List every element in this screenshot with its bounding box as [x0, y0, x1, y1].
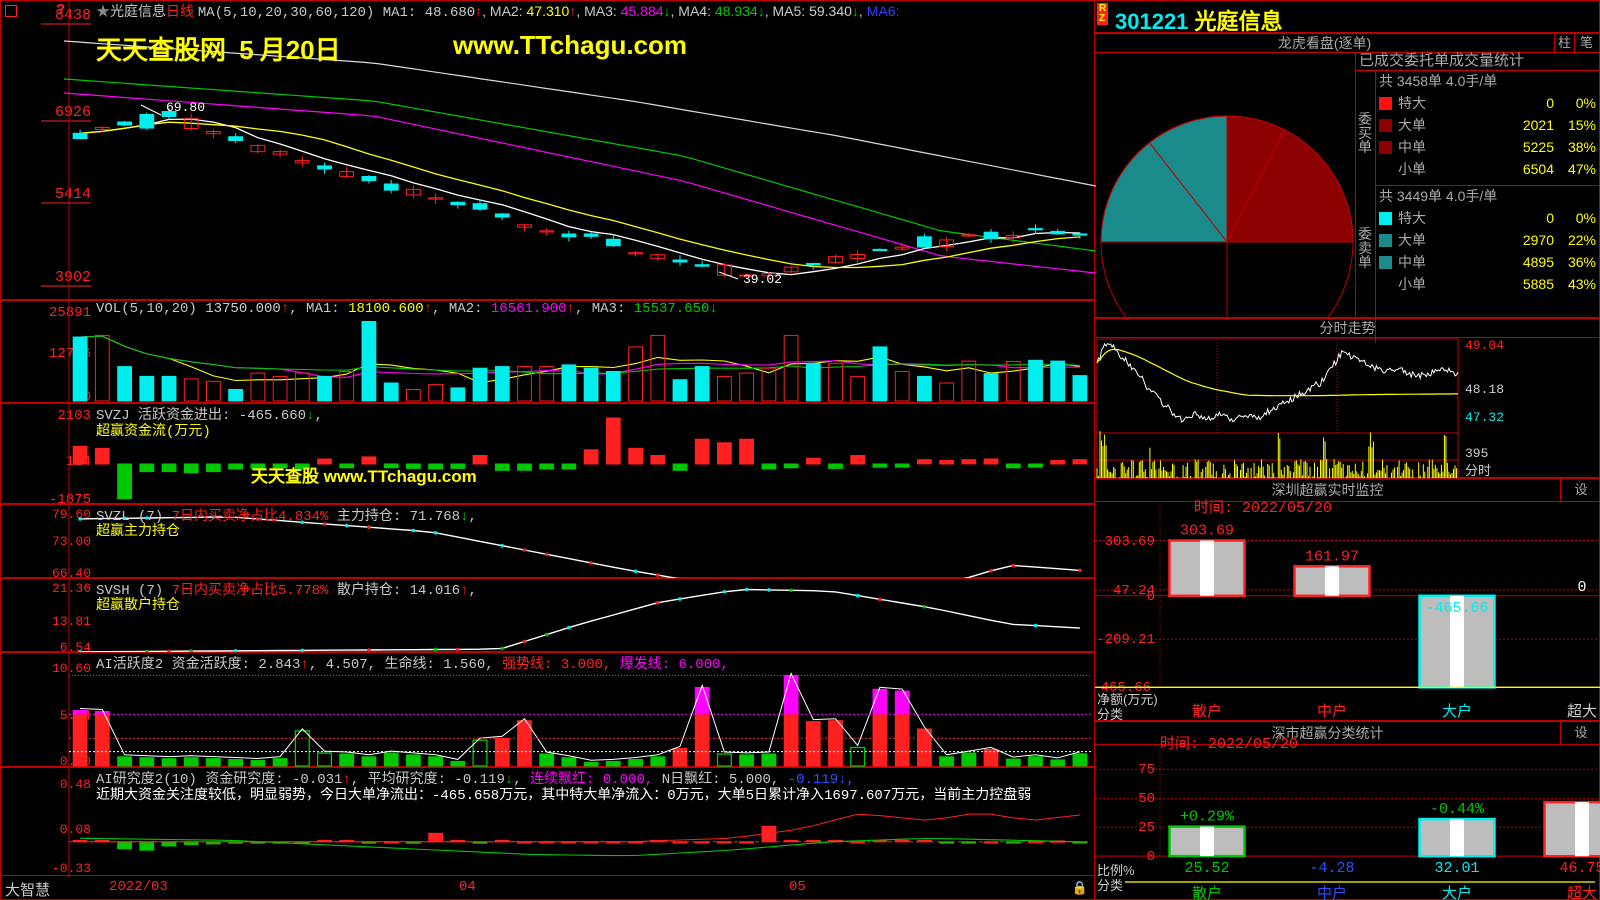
- svg-text:-4.28: -4.28: [1309, 860, 1354, 877]
- svg-text:时间: 2022/05/20: 时间: 2022/05/20: [1194, 499, 1332, 517]
- svg-text:161.97: 161.97: [1305, 548, 1359, 565]
- svg-text:3902: 3902: [55, 269, 91, 286]
- svg-text:48.18: 48.18: [1465, 382, 1504, 397]
- svg-text:303.69: 303.69: [1105, 534, 1155, 550]
- svg-text:25891: 25891: [49, 305, 91, 321]
- svg-text:5414: 5414: [55, 186, 91, 203]
- svg-text:2103: 2103: [57, 408, 91, 424]
- svg-text:49.04: 49.04: [1465, 338, 1504, 353]
- svg-text:47.32: 47.32: [1465, 410, 1504, 425]
- svg-text:分类: 分类: [1097, 707, 1123, 722]
- svg-text:时间: 2022/05/20: 时间: 2022/05/20: [1160, 735, 1298, 753]
- svg-text:73.00: 73.00: [52, 534, 91, 549]
- svg-text:中户: 中户: [1317, 703, 1347, 720]
- svg-text:中户: 中户: [1317, 885, 1347, 900]
- svg-text:比例%: 比例%: [1097, 863, 1135, 878]
- svg-text:69.80: 69.80: [166, 100, 205, 115]
- svg-text:散户: 散户: [1192, 885, 1222, 900]
- svg-text:分类: 分类: [1097, 878, 1123, 893]
- svg-text:分时: 分时: [1465, 463, 1491, 478]
- svg-text:超大: 超大: [1567, 703, 1597, 720]
- svg-text:0.08: 0.08: [60, 822, 91, 837]
- svg-text:25.52: 25.52: [1184, 860, 1229, 877]
- svg-text:0: 0: [1147, 589, 1155, 605]
- svg-text:25: 25: [1138, 820, 1155, 836]
- svg-text:+0.29%: +0.29%: [1180, 809, 1235, 826]
- svg-text:超大: 超大: [1567, 885, 1597, 900]
- svg-text:303.69: 303.69: [1180, 523, 1234, 540]
- svg-text:0: 0: [1577, 579, 1586, 596]
- svg-text:大户: 大户: [1442, 885, 1472, 900]
- svg-text:39.02: 39.02: [743, 272, 782, 287]
- svg-text:-0.33: -0.33: [52, 861, 91, 876]
- svg-text:大户: 大户: [1442, 703, 1472, 720]
- svg-text:13.81: 13.81: [52, 614, 91, 629]
- svg-text:79.60: 79.60: [52, 507, 91, 522]
- svg-text:6926: 6926: [55, 104, 91, 121]
- svg-text:-465.66: -465.66: [1425, 600, 1488, 617]
- svg-text:395: 395: [1465, 446, 1488, 461]
- svg-text:10.60: 10.60: [52, 661, 91, 676]
- svg-text:0.48: 0.48: [60, 777, 91, 792]
- svg-text:净额(万元): 净额(万元): [1097, 692, 1158, 707]
- svg-text:75: 75: [1138, 762, 1155, 778]
- svg-text:-0.44%: -0.44%: [1430, 801, 1485, 818]
- svg-text:-209.21: -209.21: [1096, 632, 1155, 648]
- svg-text:0: 0: [1147, 849, 1155, 865]
- svg-text:21.36: 21.36: [52, 581, 91, 596]
- svg-text:散户: 散户: [1192, 703, 1222, 720]
- svg-text:50: 50: [1138, 791, 1155, 807]
- svg-text:32.01: 32.01: [1434, 860, 1479, 877]
- svg-text:46.75: 46.75: [1559, 860, 1600, 877]
